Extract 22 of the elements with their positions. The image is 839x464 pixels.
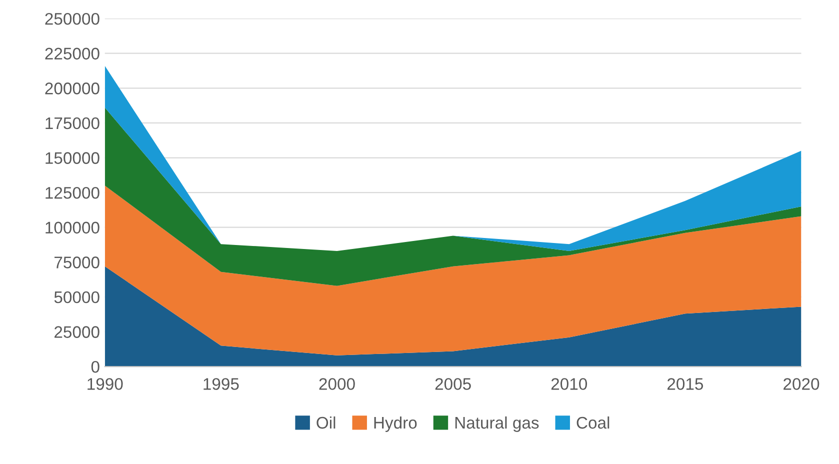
- x-tick-label: 2010: [551, 378, 588, 390]
- y-tick-label: 125000: [46, 186, 100, 199]
- x-tick-label: 2015: [667, 378, 704, 390]
- x-tick-label: 2000: [319, 378, 355, 390]
- x-tick-label: 2005: [435, 378, 471, 390]
- legend-label: Oil: [316, 416, 336, 429]
- y-tick-label: 175000: [46, 117, 100, 130]
- y-tick-label: 75000: [54, 256, 100, 268]
- y-tick-label: 25000: [54, 326, 100, 338]
- legend-label: Natural gas: [455, 416, 539, 432]
- x-tick-label: 1990: [88, 378, 123, 390]
- y-tick-label: 50000: [54, 291, 100, 304]
- y-tick-label: 250000: [45, 12, 100, 25]
- x-tick-label: 2020: [784, 378, 820, 390]
- y-tick-label: 200000: [45, 82, 100, 94]
- y-tick-label: 150000: [46, 152, 100, 164]
- y-tick-label: 225000: [45, 48, 100, 60]
- y-tick-label: 100000: [46, 222, 100, 234]
- x-tick-label: 1995: [204, 378, 239, 390]
- legend-label: Hydro: [374, 416, 417, 432]
- y-tick-label: 0: [91, 360, 100, 373]
- legend-label: Coal: [576, 416, 610, 429]
